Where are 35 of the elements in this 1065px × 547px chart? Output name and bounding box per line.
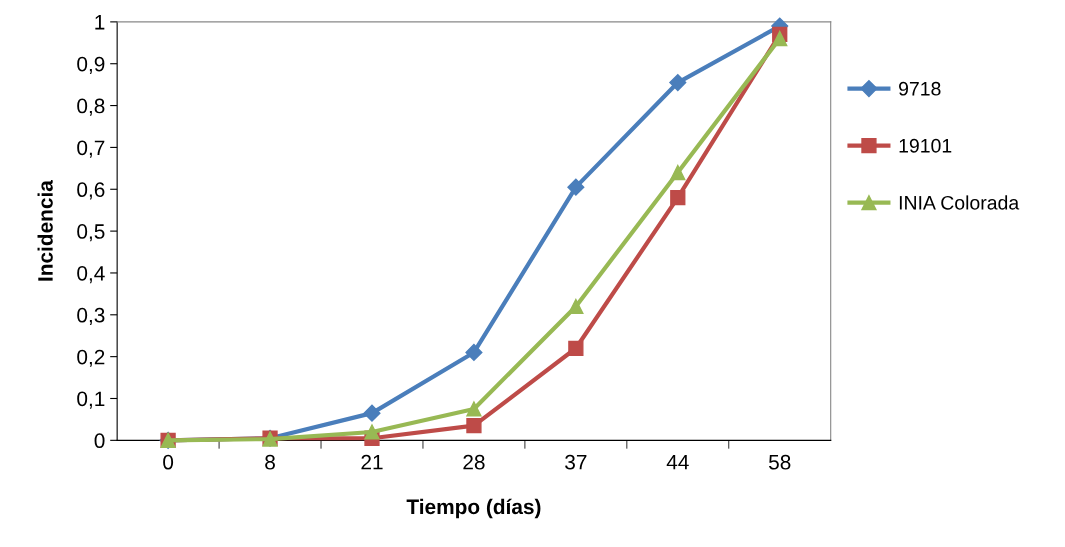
y-tick-label: 0,8 <box>77 98 105 116</box>
point <box>364 424 380 440</box>
y-tick-label: 0,3 <box>77 307 105 326</box>
point <box>466 418 482 434</box>
y-tick-label: 0,6 <box>77 182 105 200</box>
point <box>363 404 381 422</box>
legend-label: 19101 <box>899 138 952 153</box>
y-tick-label: 0,9 <box>77 56 105 74</box>
y-tick-label: 0,7 <box>77 140 105 158</box>
x-axis-title: Tiempo (días) <box>406 498 541 519</box>
point <box>670 189 686 206</box>
y-tick-label: 0,5 <box>77 224 105 242</box>
legend-label: 9718 <box>899 81 941 96</box>
x-tick-label: 37 <box>565 454 587 470</box>
y-axis-title: Incidencia <box>37 180 53 281</box>
y-tick-label: 0 <box>94 433 105 449</box>
point <box>567 178 585 196</box>
point <box>466 401 482 417</box>
x-tick-label: 21 <box>361 454 383 470</box>
x-tick-label: 8 <box>265 454 275 470</box>
point <box>465 343 483 362</box>
legend-label: INIA Colorada <box>899 195 1020 210</box>
y-tick-label: 0,1 <box>77 391 105 409</box>
x-tick-label: 58 <box>768 454 791 470</box>
x-tick-label: 44 <box>666 454 689 470</box>
x-tick-label: 0 <box>163 454 174 470</box>
y-tick-label: 0,4 <box>77 265 105 284</box>
x-tick-label: 28 <box>463 454 485 470</box>
point <box>772 30 788 47</box>
point <box>568 340 584 356</box>
y-tick-label: 1 <box>95 15 105 30</box>
point <box>670 164 686 181</box>
y-tick-label: 0,2 <box>77 349 105 367</box>
point <box>669 74 687 92</box>
point <box>568 298 584 315</box>
